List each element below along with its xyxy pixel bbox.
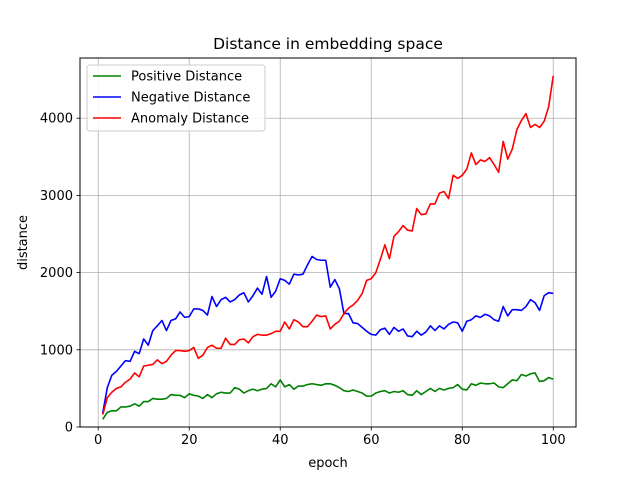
x-tick-label: 40	[272, 433, 289, 448]
x-tick-label: 100	[541, 433, 566, 448]
y-tick-label: 3000	[40, 189, 73, 204]
x-axis-label: epoch	[308, 456, 348, 471]
legend-box	[86, 64, 266, 132]
legend-label-anomaly-distance: Anomaly Distance	[131, 112, 249, 127]
y-axis-label: distance	[16, 215, 31, 270]
y-tick-label: 2000	[40, 266, 73, 281]
x-tick-label: 60	[363, 433, 380, 448]
y-tick-label: 0	[65, 421, 73, 436]
x-tick-label: 80	[454, 433, 471, 448]
plot-frame	[79, 57, 577, 428]
y-tick-label: 1000	[40, 343, 73, 358]
x-tick-label: 20	[181, 433, 198, 448]
series-line-positive-distance	[102, 372, 554, 420]
y-tick-label: 4000	[40, 112, 73, 127]
series-line-anomaly-distance	[101, 75, 555, 415]
legend: Positive Distance Negative Distance Anomal…	[86, 64, 266, 132]
grid	[80, 58, 576, 428]
x-tick-label: 0	[94, 433, 102, 448]
series-layer	[101, 75, 555, 420]
legend-label-negative-distance: Negative Distance	[131, 91, 250, 106]
legend-label-positive-distance: Positive Distance	[131, 70, 242, 85]
chart-title: Distance in embedding space	[213, 35, 443, 53]
series-line-negative-distance	[101, 255, 554, 414]
